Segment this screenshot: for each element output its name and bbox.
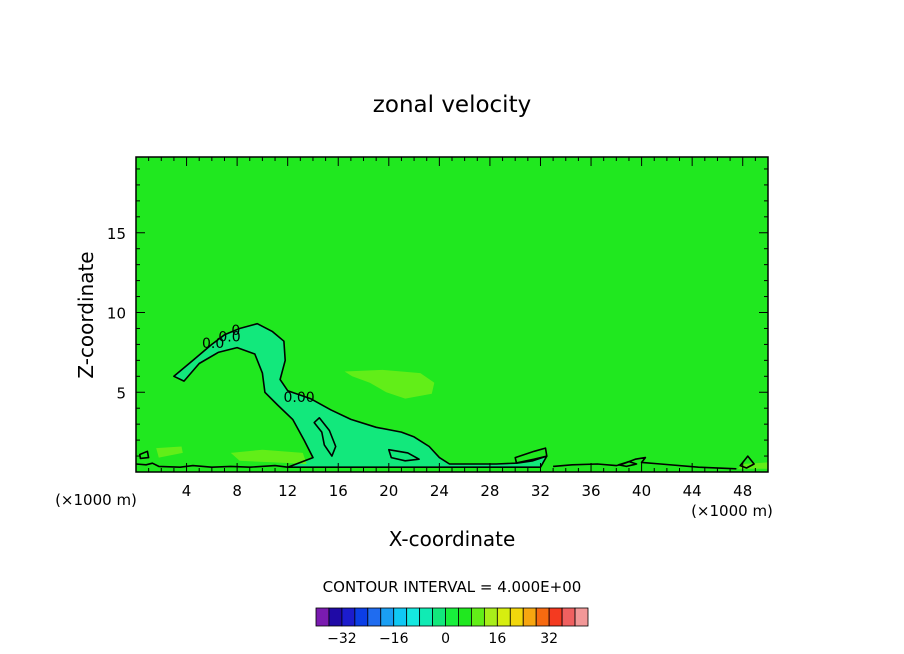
colorbar-tick-label: 32 [540,631,558,647]
zero-contour-far-right [739,455,755,469]
colorbar-swatch [354,607,369,627]
x-axis-label: X-coordinate [389,527,516,551]
colorbar-swatch [496,607,511,627]
colorbar-swatch [341,607,356,627]
region-positive-near-surface-left [156,446,183,458]
x-unit-label-left: (×1000 m) [55,491,137,509]
x-tick-label: 44 [683,482,702,500]
colorbar-swatch [419,607,433,627]
contour-label: 0 [231,323,240,339]
zero-contour-surface-right [553,456,737,470]
colorbar-swatch [509,607,524,627]
contour-label: 0.0 [202,336,224,352]
colorbar-tick-label: 16 [488,631,506,647]
x-tick-label: 16 [329,482,348,500]
colorbar-tick-label: 0 [441,631,450,647]
x-tick-label: 28 [480,482,499,500]
x-tick-label: 20 [379,482,398,500]
contour-label: 0.00 [283,390,314,406]
zero-contour-inner-low [387,448,420,462]
region-negative-tongue [173,323,547,468]
zero-contour-inner [313,416,337,457]
region-positive-near-surface-mid [230,449,307,464]
region-positive-wave-core [344,369,435,399]
x-tick-label: 32 [531,482,550,500]
contours-layer [135,322,755,470]
colorbar-swatch [445,607,459,627]
y-tick-labels: 5 10 15 [107,225,126,402]
zero-contour-east-a [514,447,548,465]
contour-labels-layer: 0.00.000.00 [202,323,315,406]
x-tick-label: 4 [182,482,192,500]
ticks-layer [135,157,769,472]
colorbar-swatch [393,607,408,627]
plot-background [136,157,768,472]
colorbar-swatch [548,607,563,627]
colorbar-swatch [328,607,343,627]
colorbar-labels: −32 −16 0 16 32 [327,631,558,647]
x-tick-label: 12 [278,482,297,500]
plot-area: 0.00.000.00 [135,156,769,473]
colorbar [315,607,589,627]
x-tick-label: 36 [581,482,600,500]
x-tick-labels: 4 8 12 16 20 24 28 32 36 40 44 48 [182,482,752,500]
regions-layer [156,323,768,469]
colorbar-tick-label: −32 [327,631,357,647]
colorbar-swatch [471,607,485,627]
colorbar-swatch [458,607,472,627]
colorbar-swatch [380,607,395,627]
y-tick-label: 5 [116,384,126,402]
zero-contour-main [173,322,548,469]
x-tick-label: 24 [430,482,449,500]
y-tick-label: 15 [107,225,126,243]
y-axis-label: Z-coordinate [74,251,98,378]
contour-label: 0.0 [218,329,240,345]
x-unit-label-right: (×1000 m) [691,502,773,520]
contour-interval-label: CONTOUR INTERVAL = 4.000E+00 [323,578,582,596]
colorbar-swatch [406,607,421,627]
colorbar-swatch [522,607,537,627]
zero-contour-bottom-left [135,462,288,469]
x-tick-label: 8 [232,482,242,500]
colorbar-swatch [561,607,576,627]
colorbar-swatch [432,607,446,627]
chart-title: zonal velocity [373,92,531,118]
colorbar-swatch [535,607,550,627]
zero-contour-east-b [617,460,638,468]
colorbar-swatch [483,607,498,627]
colorbar-swatch [574,607,589,627]
x-tick-label: 48 [733,482,752,500]
colorbar-tick-label: −16 [379,631,409,647]
colorbar-swatch [367,607,382,627]
zero-contour-left-small [139,450,150,460]
y-tick-label: 10 [107,305,126,323]
x-tick-label: 40 [632,482,651,500]
colorbar-swatch [315,607,330,627]
